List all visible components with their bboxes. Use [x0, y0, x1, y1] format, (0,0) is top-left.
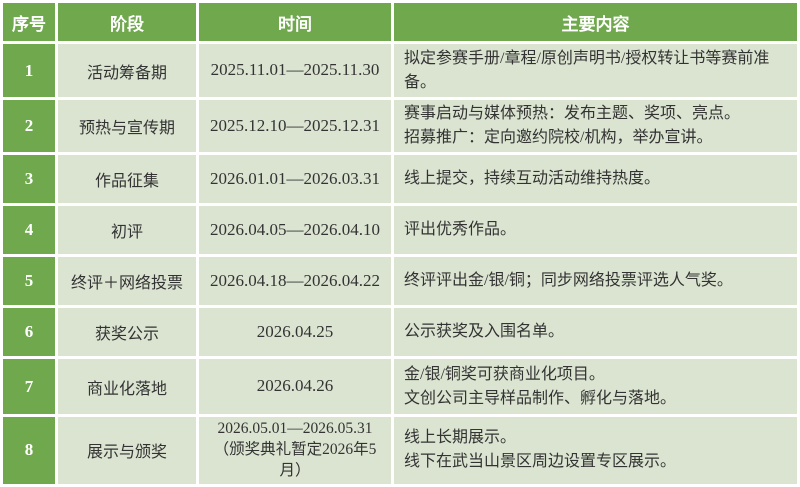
- phase-cell: 活动筹备期: [58, 44, 196, 97]
- row-number: 7: [3, 359, 55, 414]
- phase-cell: 初评: [58, 206, 196, 254]
- table-row: 5 终评＋网络投票 2026.04.18—2026.04.22 终评评出金/银/…: [3, 257, 797, 305]
- phase-cell: 预热与宣传期: [58, 100, 196, 152]
- content-cell: 线上提交，持续互动活动维持热度。: [394, 155, 797, 203]
- time-cell: 2025.11.01—2025.11.30: [199, 44, 391, 97]
- table-row: 3 作品征集 2026.01.01—2026.03.31 线上提交，持续互动活动…: [3, 155, 797, 203]
- content-cell: 金/银/铜奖可获商业化项目。 文创公司主导样品制作、孵化与落地。: [394, 359, 797, 414]
- phase-cell: 终评＋网络投票: [58, 257, 196, 305]
- row-number: 2: [3, 100, 55, 152]
- content-cell: 线上长期展示。 线下在武当山景区周边设置专区展示。: [394, 417, 797, 484]
- header-row: 序号 阶段 时间 主要内容: [3, 3, 797, 41]
- time-cell: 2026.04.18—2026.04.22: [199, 257, 391, 305]
- time-cell: 2025.12.10—2025.12.31: [199, 100, 391, 152]
- row-number: 8: [3, 417, 55, 484]
- row-number: 3: [3, 155, 55, 203]
- time-cell: 2026.05.01—2026.05.31 （颁奖典礼暂定2026年5月）: [199, 417, 391, 484]
- time-cell: 2026.04.25: [199, 308, 391, 356]
- header-content: 主要内容: [394, 3, 797, 41]
- table-row: 4 初评 2026.04.05—2026.04.10 评出优秀作品。: [3, 206, 797, 254]
- row-number: 4: [3, 206, 55, 254]
- table-row: 7 商业化落地 2026.04.26 金/银/铜奖可获商业化项目。 文创公司主导…: [3, 359, 797, 414]
- content-cell: 赛事启动与媒体预热：发布主题、奖项、亮点。 招募推广：定向邀约院校/机构，举办宣…: [394, 100, 797, 152]
- table-row: 1 活动筹备期 2025.11.01—2025.11.30 拟定参赛手册/章程/…: [3, 44, 797, 97]
- table-row: 2 预热与宣传期 2025.12.10—2025.12.31 赛事启动与媒体预热…: [3, 100, 797, 152]
- time-cell: 2026.04.05—2026.04.10: [199, 206, 391, 254]
- time-cell: 2026.04.26: [199, 359, 391, 414]
- header-num: 序号: [3, 3, 55, 41]
- phase-cell: 商业化落地: [58, 359, 196, 414]
- table-row: 6 获奖公示 2026.04.25 公示获奖及入围名单。: [3, 308, 797, 356]
- phase-cell: 获奖公示: [58, 308, 196, 356]
- content-cell: 拟定参赛手册/章程/原创声明书/授权转让书等赛前准备。: [394, 44, 797, 97]
- row-number: 6: [3, 308, 55, 356]
- header-time: 时间: [199, 3, 391, 41]
- content-cell: 公示获奖及入围名单。: [394, 308, 797, 356]
- time-cell: 2026.01.01—2026.03.31: [199, 155, 391, 203]
- table-row: 8 展示与颁奖 2026.05.01—2026.05.31 （颁奖典礼暂定202…: [3, 417, 797, 484]
- phase-cell: 展示与颁奖: [58, 417, 196, 484]
- content-cell: 终评评出金/银/铜；同步网络投票评选人气奖。: [394, 257, 797, 305]
- row-number: 5: [3, 257, 55, 305]
- phase-cell: 作品征集: [58, 155, 196, 203]
- content-cell: 评出优秀作品。: [394, 206, 797, 254]
- header-phase: 阶段: [58, 3, 196, 41]
- row-number: 1: [3, 44, 55, 97]
